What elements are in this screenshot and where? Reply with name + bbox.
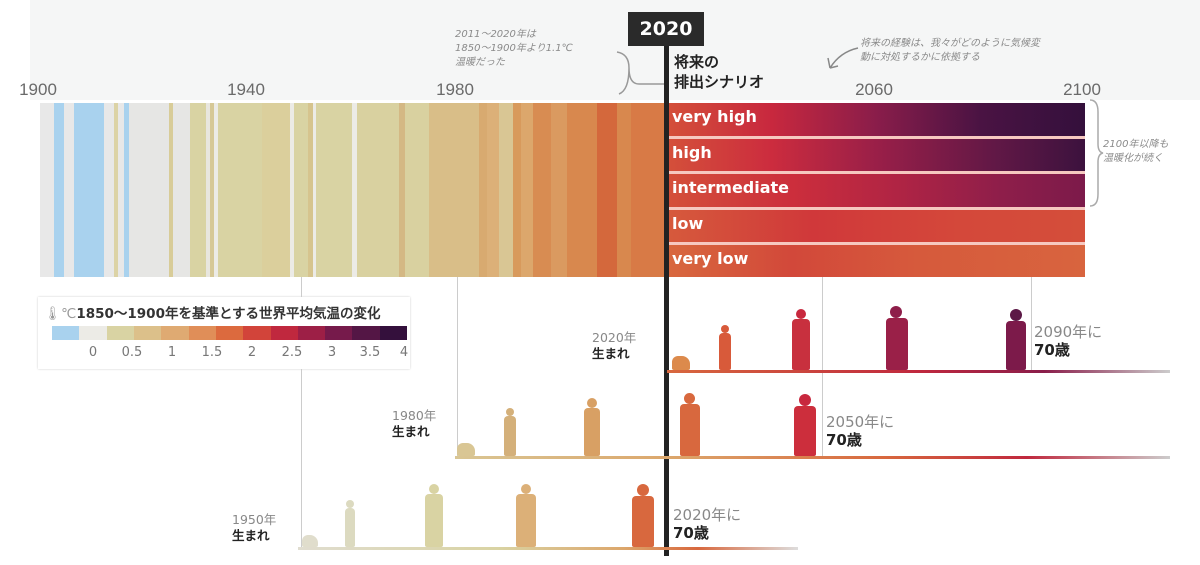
generation-1950-label: 1950年 生まれ (232, 512, 277, 543)
thermometer-celsius-icon: 🌡 (44, 306, 62, 322)
person-adult-walking-icon (516, 484, 536, 547)
generation-2020-label: 2020年 生まれ (592, 330, 637, 361)
bracket-connector-icon (616, 51, 665, 95)
note-after-2100: 2100年以降も 温暖化が続く (1103, 139, 1169, 164)
age70-2050-label: 2050年に 70歳 (826, 413, 895, 449)
person-adult-walking-icon (680, 393, 700, 456)
person-child-icon (718, 325, 732, 370)
person-child-icon (503, 408, 517, 456)
scenario-row-intermediate: intermediate (667, 174, 1085, 210)
age70-2090-label: 2090年に 70歳 (1034, 323, 1103, 359)
guide-line-1980 (457, 277, 458, 457)
age70-2020-label: 2020年に 70歳 (673, 506, 742, 542)
guide-line-2050 (822, 277, 823, 457)
header-background (30, 0, 1200, 100)
axis-label-1900: 1900 (19, 80, 57, 99)
scenario-row-high: high (667, 139, 1085, 174)
guide-line-2090 (1031, 277, 1032, 372)
scenario-row-low: low (667, 210, 1085, 245)
note-past-warming: 2011〜2020年は 1850〜1900年より1.1℃ 温暖だった (455, 29, 573, 68)
note-future-experience: 将来の経験は、我々がどのように気候変 動に対処するかに依拠する (860, 38, 1040, 63)
future-scenarios-title: 将来の 排出シナリオ (674, 53, 765, 91)
lifeline-1980 (455, 456, 1170, 459)
axis-label-2060: 2060 (855, 80, 893, 99)
scenario-row-very-high: very high (667, 103, 1085, 139)
brace-icon (1088, 98, 1104, 238)
axis-label-1940: 1940 (227, 80, 265, 99)
person-baby-icon (457, 443, 475, 456)
current-year-marker: 2020 (628, 12, 704, 46)
person-adult-walking-icon (884, 306, 910, 370)
person-elderly-icon (794, 394, 816, 456)
person-adult-icon (425, 484, 443, 547)
person-adult-icon (792, 309, 810, 370)
person-baby-icon (672, 356, 690, 370)
generation-1980-label: 1980年 生まれ (392, 408, 437, 439)
arrow-left-icon (827, 47, 859, 69)
person-baby-icon (302, 535, 318, 547)
color-legend: 🌡℃1850〜1900年を基準とする世界平均気温の変化 0 0.5 1 1.5 … (38, 297, 410, 369)
lifeline-1950 (298, 547, 798, 550)
legend-title: 🌡℃1850〜1900年を基準とする世界平均気温の変化 (44, 306, 381, 322)
axis-label-1980: 1980 (436, 80, 474, 99)
person-child-icon (344, 500, 356, 547)
axis-label-2100: 2100 (1063, 80, 1101, 99)
person-elderly-icon (1005, 309, 1027, 370)
current-year-line (664, 46, 669, 556)
lifeline-2020 (667, 370, 1170, 373)
scenario-row-very-low: very low (667, 245, 1085, 277)
person-adult-icon (584, 398, 600, 456)
guide-line-1950 (301, 277, 302, 547)
legend-color-scale (52, 326, 408, 340)
person-elderly-with-cane-icon (632, 484, 654, 547)
